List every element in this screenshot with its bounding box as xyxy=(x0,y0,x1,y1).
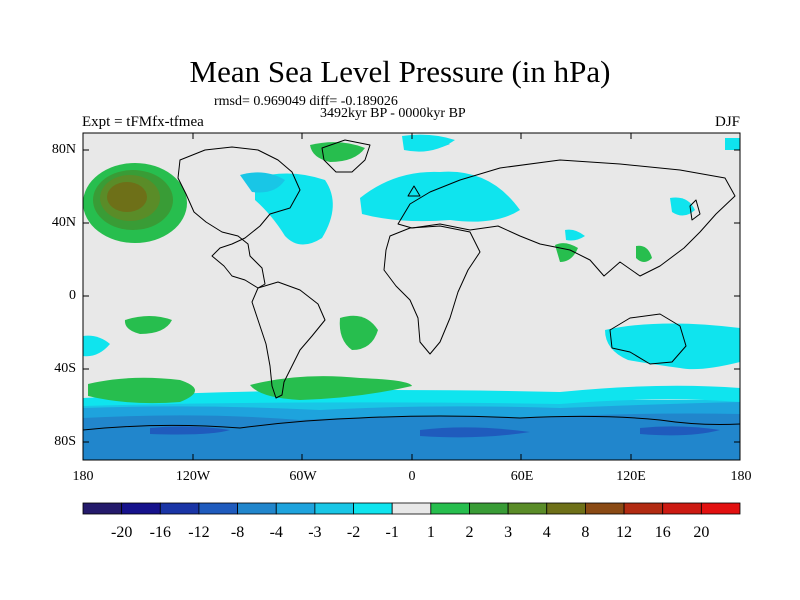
period-text: 3492kyr BP - 0000kyr BP xyxy=(320,106,466,121)
lon-label-120e: 120E xyxy=(616,469,646,484)
colorbar-box xyxy=(82,502,123,515)
lat-label-40s: 40S xyxy=(54,361,76,376)
colorbar-box xyxy=(430,502,470,515)
colorbar-box xyxy=(662,502,702,515)
greenland-coast xyxy=(321,139,371,173)
eurasia-coast xyxy=(397,159,736,277)
north-america-coast xyxy=(177,146,301,289)
anomaly-field xyxy=(83,134,740,460)
colorbar-box xyxy=(121,502,161,515)
japan-coast xyxy=(689,199,701,221)
colorbar-box xyxy=(585,502,625,515)
lon-label-180w: 180 xyxy=(72,469,94,484)
north-pacific-anomaly-core xyxy=(107,182,147,212)
lon-label-120w: 120W xyxy=(175,469,211,484)
colorbar-label: 3 xyxy=(504,524,512,541)
colorbar-label: -3 xyxy=(308,524,321,541)
colorbar-label: 16 xyxy=(655,524,671,541)
axis-ticks xyxy=(82,133,741,460)
lon-label-0: 0 xyxy=(408,469,416,484)
colorbar: -20 -16 -12 -8 -4 -3 -2 -1 1 2 3 4 8 12 16 20 xyxy=(82,502,741,541)
antarctic-core-2 xyxy=(420,427,530,438)
asia-anomaly xyxy=(565,229,585,241)
antarctic-band xyxy=(83,413,740,460)
lon-label-60e: 60E xyxy=(510,469,534,484)
colorbar-box xyxy=(237,502,277,515)
lat-label-40n: 40N xyxy=(51,215,76,230)
british-isles-coast xyxy=(407,185,421,197)
lat-label-0: 0 xyxy=(69,288,76,303)
colorbar-label: -20 xyxy=(111,524,132,541)
antarctic-core-1 xyxy=(150,426,230,435)
south-china-anomaly xyxy=(636,245,652,262)
colorbar-box xyxy=(314,502,354,515)
colorbar-box xyxy=(198,502,238,515)
south-america-coast xyxy=(251,281,326,399)
colorbar-box xyxy=(391,502,432,515)
page-title: Mean Sea Level Pressure (in hPa) xyxy=(189,54,611,89)
australia-coast xyxy=(609,313,687,365)
labrador-anomaly xyxy=(240,172,285,193)
lat-label-80s: 80S xyxy=(54,434,76,449)
colorbar-label: 20 xyxy=(693,524,709,541)
colorbar-label: 1 xyxy=(427,524,435,541)
colorbar-box xyxy=(469,502,509,515)
lon-label-180e: 180 xyxy=(730,469,752,484)
coastlines xyxy=(83,139,740,431)
colorbar-box xyxy=(275,502,316,515)
colorbar-label: 2 xyxy=(465,524,473,541)
europe-anomaly xyxy=(360,171,520,222)
southern-ocean-edge xyxy=(83,385,740,406)
colorbar-box xyxy=(159,502,200,515)
season-label: DJF xyxy=(714,114,740,130)
south-atlantic-anomaly xyxy=(339,315,378,350)
south-pacific-anomaly-2 xyxy=(88,377,195,404)
lon-label-60w: 60W xyxy=(289,469,317,484)
lat-label-80n: 80N xyxy=(51,142,76,157)
colorbar-box xyxy=(507,502,548,515)
colorbar-label: -8 xyxy=(231,524,244,541)
antarctica-coast xyxy=(83,415,740,431)
africa-coast xyxy=(383,225,481,355)
colorbar-box xyxy=(623,502,664,515)
stats-text: rmsd= 0.969049 diff= -0.189026 xyxy=(214,94,398,109)
colorbar-label: -2 xyxy=(347,524,360,541)
experiment-label: Expt = tFMfx-tfmea xyxy=(82,114,204,130)
bering-anomaly xyxy=(725,138,740,150)
colorbar-box xyxy=(546,502,586,515)
colorbar-label: -4 xyxy=(270,524,283,541)
colorbar-box xyxy=(353,502,393,515)
antarctic-core-3 xyxy=(640,426,720,436)
colorbar-label: 4 xyxy=(543,524,551,541)
colorbar-box xyxy=(700,502,741,515)
colorbar-label: 8 xyxy=(581,524,589,541)
north-atlantic-anomaly xyxy=(255,173,333,245)
south-pacific-anomaly-1 xyxy=(124,316,172,334)
colorbar-label: -16 xyxy=(150,524,171,541)
colorbar-label: -1 xyxy=(386,524,399,541)
arctic-anomaly-edge xyxy=(402,134,455,152)
colorbar-label: 12 xyxy=(616,524,632,541)
south-atlantic-anomaly-2 xyxy=(250,376,412,400)
japan-anomaly xyxy=(670,197,695,216)
colorbar-label: -12 xyxy=(188,524,209,541)
east-pacific-anomaly xyxy=(83,335,110,357)
